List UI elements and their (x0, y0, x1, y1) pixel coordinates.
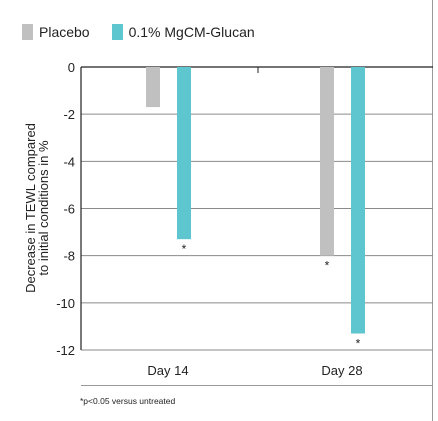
legend-swatch-mgcm-glucan (111, 24, 123, 40)
legend-swatch-placebo (22, 24, 33, 40)
x-category-label: Day 14 (147, 363, 188, 378)
chart-footnote: *p<0.05 versus untreated (80, 396, 176, 406)
legend-label-placebo: Placebo (39, 24, 90, 40)
y-tick-label: -10 (56, 296, 75, 311)
bar-placebo-day-28 (320, 67, 334, 256)
legend-item-mgcm-glucan: 0.1% MgCM-Glucan (111, 24, 255, 40)
legend-item-placebo: Placebo (22, 24, 90, 40)
bar-0-1-mgcm-glucan-day-14 (177, 67, 191, 240)
legend-label-mgcm-glucan: 0.1% MgCM-Glucan (128, 24, 255, 40)
y-tick-label: -8 (63, 249, 75, 264)
y-tick-label: -2 (63, 107, 75, 122)
y-tick-label: 0 (68, 60, 75, 75)
y-tick-label: -6 (63, 202, 75, 217)
bar-placebo-day-14 (146, 67, 160, 108)
y-axis-label-line2: to initial conditions in % (36, 140, 51, 276)
significance-marker: * (356, 336, 361, 350)
y-tick-label: -12 (56, 343, 75, 358)
significance-marker: * (325, 259, 330, 273)
y-tick-label: -4 (63, 154, 75, 169)
y-axis-label-line1: Decrease in TEWL compared (23, 123, 38, 293)
bar-0-1-mgcm-glucan-day-28 (351, 67, 365, 334)
chart-legend: Placebo 0.1% MgCM-Glucan (22, 24, 277, 40)
significance-marker: * (182, 242, 187, 256)
x-category-label: Day 28 (321, 363, 362, 378)
